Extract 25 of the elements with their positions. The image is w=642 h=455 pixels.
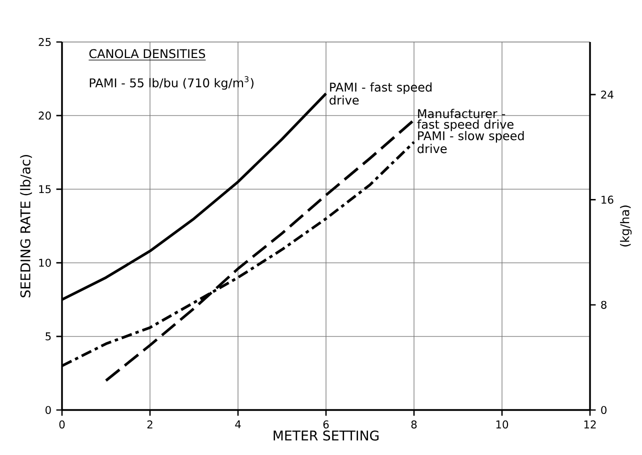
x-axis-title: METER SETTING (274, 430, 379, 441)
x-tick-label: 4 (235, 420, 241, 428)
text: PAMI - 55 lb/bu (710 kg/m$^{3}$) (90, 76, 254, 90)
y2-axis-title: (kg/ha) (620, 206, 632, 246)
series-label: PAMI - fast speed drive (330, 82, 432, 105)
series-label: Manufacturer - fast speed drive (417, 108, 514, 132)
y-tick-label: 0 (46, 406, 51, 414)
y-tick-label: 15 (39, 185, 51, 194)
y2-tick-label: 0 (601, 406, 606, 414)
x-tick-label: 2 (147, 420, 152, 428)
y-tick-label: 20 (38, 112, 51, 120)
x-tick-label: 12 (584, 420, 596, 428)
y-tick-label: 10 (39, 258, 51, 267)
y2-tick-label: 8 (601, 300, 606, 309)
chart-title: CANOLA DENSITIES (89, 49, 206, 58)
y-tick-label: 25 (38, 38, 51, 46)
y-axis-title: SEEDING RATE (lb/ac) (20, 155, 32, 298)
x-tick-label: 8 (411, 420, 417, 428)
y2-tick-label: 24 (601, 90, 614, 99)
x-tick-label: 0 (59, 420, 65, 428)
x-tick-label: 10 (496, 420, 508, 428)
x-tick-label: 6 (323, 420, 329, 428)
y2-tick-label: 16 (602, 196, 614, 204)
series-label: PAMI - slow speed drive (418, 130, 524, 154)
y-tick-label: 5 (46, 332, 51, 340)
